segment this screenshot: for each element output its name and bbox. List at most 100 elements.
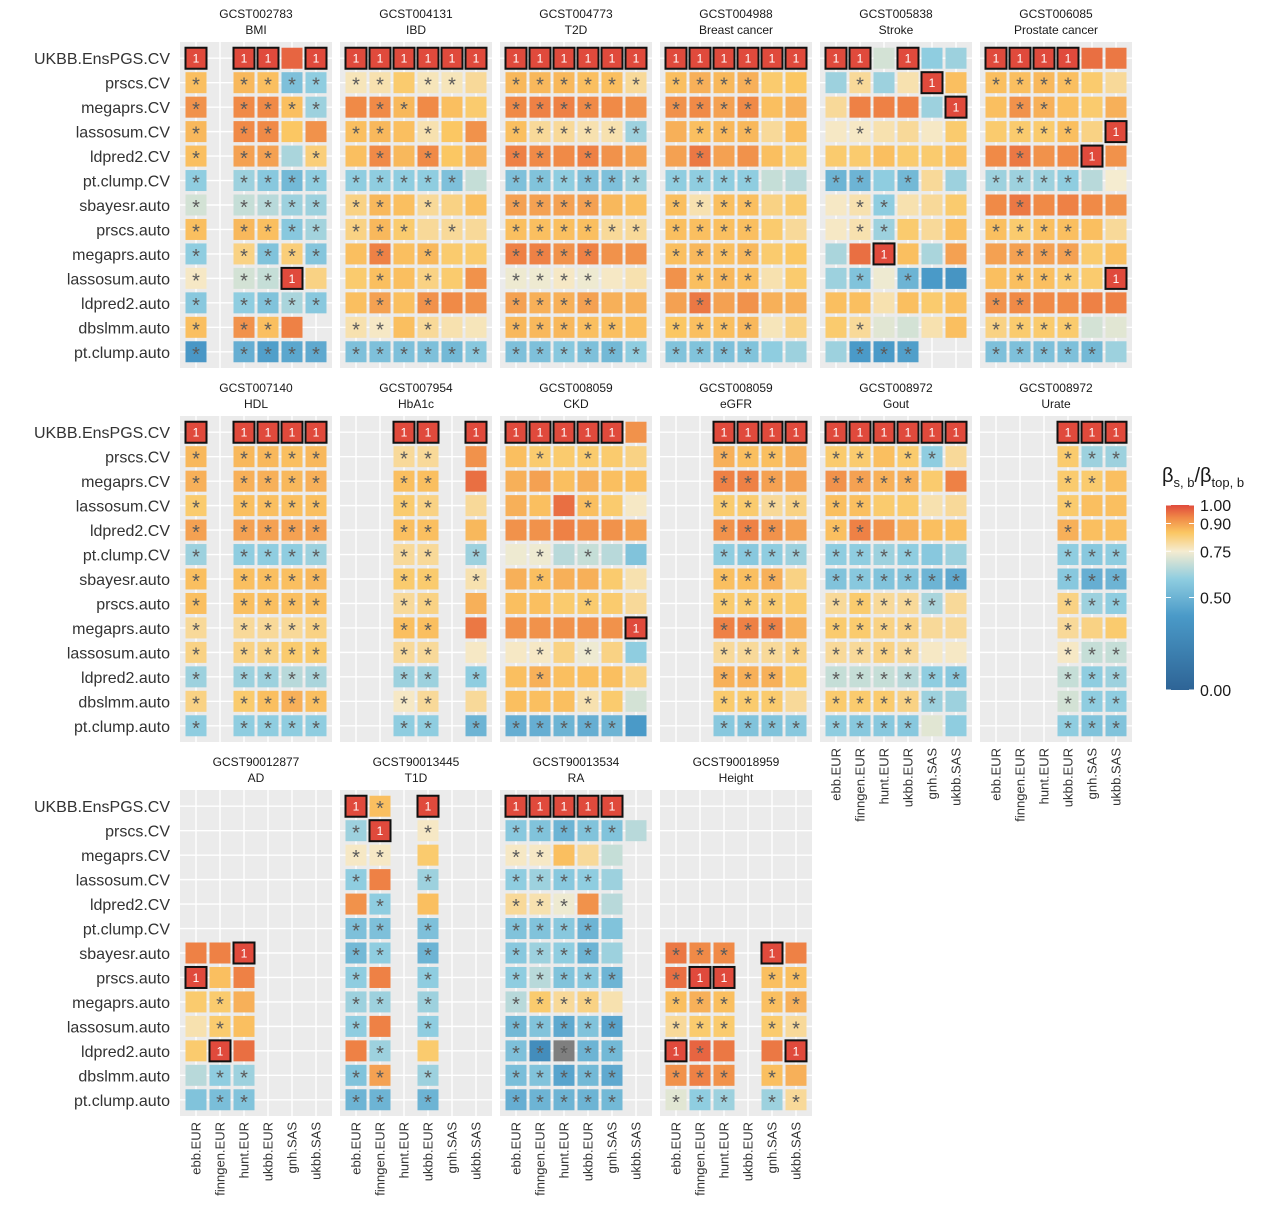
heatmap-cell	[897, 666, 919, 688]
heatmap-cell	[1105, 446, 1127, 468]
heatmap-cell	[785, 341, 807, 363]
heatmap-cell	[257, 145, 279, 167]
x-tick-label: ukbb.EUR	[901, 748, 916, 807]
heatmap-cell	[713, 942, 735, 964]
cell-label-star: *	[192, 344, 200, 366]
cell-label-star: *	[240, 75, 248, 97]
cell-label-star: *	[560, 270, 568, 292]
heatmap-cell	[825, 96, 847, 118]
y-tick-label: pt.clump.auto	[74, 1093, 170, 1110]
heatmap-cell	[713, 316, 735, 338]
cell-label-star: *	[536, 99, 544, 121]
heatmap-cell	[441, 72, 463, 94]
heatmap-cell	[369, 869, 391, 891]
heatmap-cell	[417, 170, 439, 192]
cell-label-star: *	[424, 75, 432, 97]
cell-label-star: *	[768, 620, 776, 642]
heatmap-cell	[625, 470, 647, 492]
heatmap-cell	[369, 966, 391, 988]
cell-label-star: *	[856, 124, 864, 146]
x-tick-label: finngen.EUR	[213, 1122, 228, 1196]
cell-label-star: *	[584, 644, 592, 666]
cell-label-star: *	[400, 473, 408, 495]
heatmap-cell	[1081, 341, 1103, 363]
cell-label-star: *	[744, 221, 752, 243]
cell-label-star: *	[720, 319, 728, 341]
heatmap-cell	[896, 46, 920, 70]
cell-label-star: *	[856, 498, 864, 520]
heatmap-cell	[553, 942, 575, 964]
heatmap-cell	[577, 893, 599, 915]
heatmap-cell	[305, 170, 327, 192]
heatmap-cell	[921, 641, 943, 663]
heatmap-cell	[945, 292, 967, 314]
heatmap-cell	[185, 495, 207, 517]
heatmap-cell	[713, 495, 735, 517]
cell-label-star: *	[400, 449, 408, 471]
y-tick-label: lassosum.auto	[67, 645, 170, 662]
cell-label-star: *	[424, 969, 432, 991]
heatmap-cell	[529, 470, 551, 492]
heatmap-cell	[945, 495, 967, 517]
cell-label-star: *	[240, 295, 248, 317]
heatmap-cell	[849, 641, 871, 663]
heatmap-cell	[785, 495, 807, 517]
cell-label-star: *	[832, 669, 840, 691]
heatmap-cell	[256, 46, 280, 70]
heatmap-cell	[713, 341, 735, 363]
heatmap-cell	[873, 218, 895, 240]
heatmap-cell	[529, 218, 551, 240]
heatmap-cell	[1009, 341, 1031, 363]
heatmap-cell	[737, 145, 759, 167]
cell-label-star: *	[1064, 319, 1072, 341]
x-tick-label: ukbb.SAS	[1109, 748, 1124, 806]
heatmap-cell	[945, 121, 967, 143]
heatmap-cell	[577, 666, 599, 688]
heatmap-cell	[985, 121, 1007, 143]
cell-label-star: *	[240, 595, 248, 617]
cell-label-star: *	[880, 595, 888, 617]
heatmap-cell	[233, 96, 255, 118]
heatmap-cell	[417, 96, 439, 118]
heatmap-cell	[505, 1089, 527, 1111]
heatmap-cell	[737, 243, 759, 265]
heatmap-cell	[257, 218, 279, 240]
x-tick-label: gnh.SAS	[605, 1122, 620, 1174]
x-tick-label: ukbb.SAS	[789, 1122, 804, 1180]
heatmap-cell	[945, 218, 967, 240]
heatmap-cell	[601, 869, 623, 891]
heatmap-cell	[281, 72, 303, 94]
cell-label-star: *	[584, 1018, 592, 1040]
cell-label-star: *	[672, 197, 680, 219]
heatmap-cell	[417, 341, 439, 363]
cell-label-star: *	[312, 693, 320, 715]
heatmap-cell	[233, 991, 255, 1013]
heatmap-cell	[281, 218, 303, 240]
panel-trait: BMI	[245, 23, 266, 37]
heatmap-cell	[761, 267, 783, 289]
heatmap-cell	[465, 292, 487, 314]
heatmap-cell	[713, 292, 735, 314]
heatmap-cell	[689, 170, 711, 192]
heatmap-cell	[577, 844, 599, 866]
cell-label-top: 1	[857, 426, 864, 440]
cell-label-star: *	[632, 221, 640, 243]
x-tick-label: gnh.SAS	[285, 1122, 300, 1174]
cell-label-star: *	[312, 620, 320, 642]
heatmap-cell	[417, 194, 439, 216]
panel-trait: Prostate cancer	[1014, 23, 1098, 37]
heatmap-cell	[305, 519, 327, 541]
heatmap-cell	[1008, 46, 1032, 70]
heatmap-cell	[945, 267, 967, 289]
cell-label-star: *	[536, 994, 544, 1016]
heatmap-cell	[304, 420, 328, 444]
heatmap-cell	[185, 942, 207, 964]
heatmap-cell	[1057, 194, 1079, 216]
cell-label-star: *	[584, 75, 592, 97]
cell-label-star: *	[696, 148, 704, 170]
cell-label-star: *	[312, 344, 320, 366]
heatmap-cell	[305, 243, 327, 265]
cell-label-star: *	[512, 1043, 520, 1065]
cell-label-top: 1	[953, 426, 960, 440]
heatmap-cell	[625, 218, 647, 240]
